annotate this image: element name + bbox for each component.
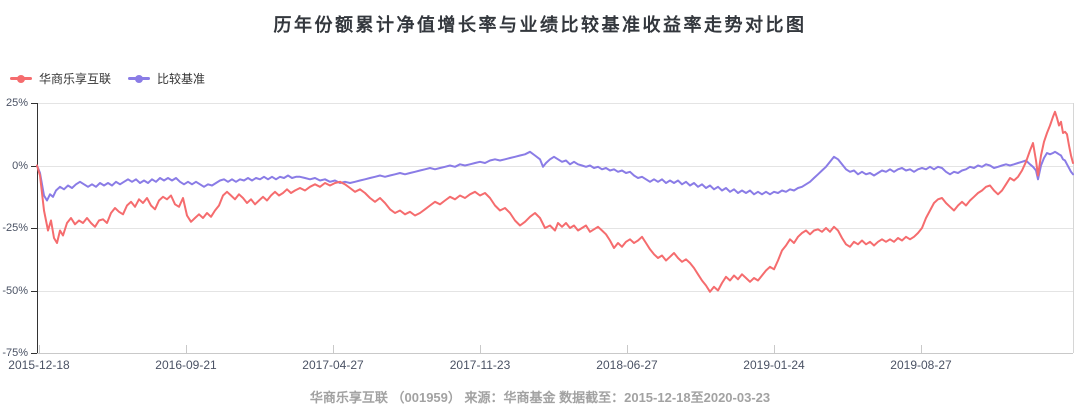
x-tick-label: 2018-06-27 — [596, 358, 658, 372]
y-tick-label: 25% — [5, 97, 28, 109]
y-tick-label: -75% — [2, 347, 28, 359]
legend-item-benchmark[interactable]: 比较基准 — [128, 70, 205, 87]
legend-label-benchmark: 比较基准 — [157, 72, 206, 86]
x-tick-label: 2017-04-27 — [302, 358, 364, 372]
benchmark-series-icon — [128, 74, 151, 84]
chart-footer: 华商乐享互联 （001959） 来源：华商基金 数据截至：2015-12-18至… — [309, 390, 771, 405]
x-tick-label: 2015-12-18 — [8, 358, 70, 372]
x-tick-label: 2017-11-23 — [449, 358, 511, 372]
benchmark-line — [36, 150, 1074, 202]
x-tick-label: 2019-01-24 — [743, 358, 805, 372]
x-tick-label: 2016-09-21 — [155, 358, 217, 372]
legend-item-fund[interactable]: 华商乐享互联 — [10, 70, 111, 87]
x-tick-label: 2019-08-27 — [890, 358, 952, 372]
y-tick-label: 0% — [12, 159, 28, 172]
fund-series-icon — [10, 74, 32, 84]
legend-label-fund: 华商乐享互联 — [39, 72, 112, 86]
page-title: 历年份额累计净值增长率与业绩比较基准收益率走势对比图 — [273, 15, 807, 35]
fund-line — [36, 110, 1074, 293]
y-tick-label: -50% — [2, 284, 28, 297]
y-tick-label: -25% — [2, 222, 28, 234]
legend: 华商乐享互联 比较基准 — [10, 70, 205, 87]
